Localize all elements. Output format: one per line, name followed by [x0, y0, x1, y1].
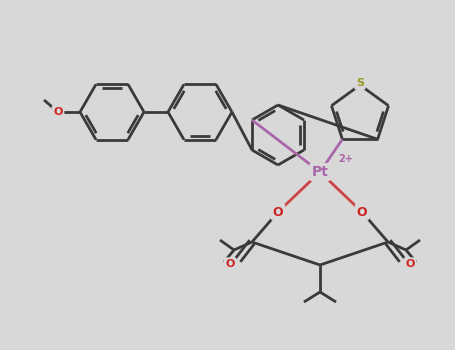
Text: S: S — [356, 78, 364, 88]
Text: 2+: 2+ — [338, 154, 353, 164]
Text: O: O — [225, 259, 235, 269]
Text: O: O — [405, 259, 415, 269]
Text: O: O — [357, 205, 367, 218]
Text: Pt: Pt — [312, 165, 329, 179]
Text: O: O — [273, 205, 283, 218]
Text: O: O — [53, 107, 63, 117]
